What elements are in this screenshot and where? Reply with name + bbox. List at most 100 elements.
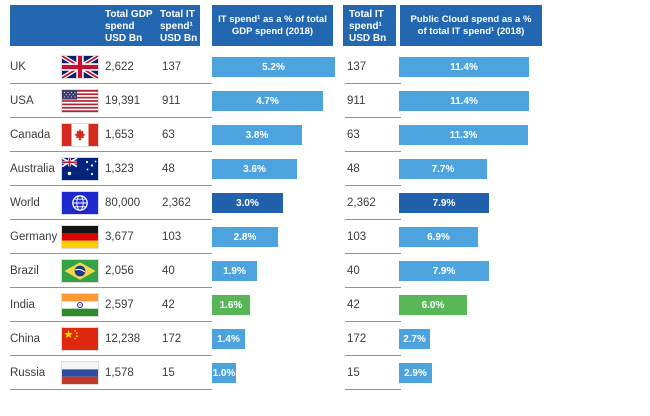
it-pct-bar-label: 3.0% bbox=[236, 197, 259, 209]
table-row: Canada 1,653 63 3.8% 63 11.3% bbox=[0, 118, 650, 152]
table-row: China 12,238 172 1.4% 172 2.7% bbox=[0, 322, 650, 356]
it-pct-bar-label: 1.4% bbox=[217, 333, 240, 345]
col-header-cloud-pct-of-it: Public Cloud spend as a % of total IT sp… bbox=[400, 5, 542, 46]
gdp-spend-value: 12,238 bbox=[105, 333, 141, 345]
col-header-it-pct-of-gdp: IT spend¹ as a % of total GDP spend (201… bbox=[212, 5, 333, 46]
cloud-pct-bar: 2.7% bbox=[399, 329, 430, 349]
it-pct-bar-label: 5.2% bbox=[262, 61, 285, 73]
row-separator-left bbox=[10, 253, 212, 254]
cloud-pct-bar-label: 11.4% bbox=[450, 61, 478, 73]
cloud-pct-bar: 6.9% bbox=[399, 227, 478, 247]
it-pct-bar: 2.8% bbox=[212, 227, 278, 247]
flag-russia-icon bbox=[62, 362, 98, 384]
it-pct-bar-label: 1.9% bbox=[223, 265, 246, 277]
it-spend-value: 42 bbox=[162, 299, 175, 311]
cloud-pct-bar: 2.9% bbox=[399, 363, 432, 383]
gdp-spend-value: 1,653 bbox=[105, 129, 134, 141]
it-pct-bar-label: 1.0% bbox=[212, 367, 236, 379]
cloud-pct-bar-label: 6.0% bbox=[421, 299, 445, 311]
country-label: Germany bbox=[10, 231, 58, 243]
country-label: India bbox=[10, 299, 35, 311]
it-pct-bar-label: 1.6% bbox=[219, 299, 243, 311]
cloud-pct-bar-label: 7.7% bbox=[431, 163, 455, 175]
table-row: Russia 1,578 15 1.0% 15 2.9% bbox=[0, 356, 650, 390]
cloud-pct-bar-label: 2.9% bbox=[404, 367, 427, 379]
cloud-pct-bar-label: 7.9% bbox=[432, 265, 456, 277]
table-row: India 2,597 42 1.6% 42 6.0% bbox=[0, 288, 650, 322]
cloud-pct-bar-label: 7.9% bbox=[432, 197, 456, 209]
row-separator-left bbox=[10, 355, 212, 356]
country-label: Canada bbox=[10, 129, 51, 141]
gdp-spend-value: 2,597 bbox=[105, 299, 134, 311]
row-separator-right bbox=[345, 287, 401, 288]
country-label: World bbox=[10, 197, 40, 209]
cloud-pct-bar-label: 11.3% bbox=[449, 129, 478, 141]
it-spend-value-2: 63 bbox=[347, 129, 360, 141]
col-header-total-it-spend-2: Total IT spend¹ USD Bn bbox=[343, 5, 396, 46]
row-separator-left bbox=[10, 219, 212, 220]
cloud-pct-bar: 7.9% bbox=[399, 261, 489, 281]
it-spend-value: 103 bbox=[162, 231, 182, 243]
it-pct-bar: 5.2% bbox=[212, 57, 335, 77]
cloud-pct-bar: 7.9% bbox=[399, 193, 489, 213]
row-separator-right bbox=[345, 321, 401, 322]
it-pct-bar-label: 2.8% bbox=[233, 231, 257, 243]
table-row: Australia 1,323 48 3.6% 48 7.7% bbox=[0, 152, 650, 186]
row-separator-left bbox=[10, 287, 212, 288]
flag-china-icon bbox=[62, 328, 98, 350]
it-pct-bar-label: 4.7% bbox=[256, 95, 279, 107]
table-row: UK 2,622 137 5.2% 137 11.4% bbox=[0, 50, 650, 84]
it-spend-value: 2,362 bbox=[162, 197, 191, 209]
flag-usa-icon bbox=[62, 90, 98, 112]
cloud-pct-bar-label: 2.7% bbox=[403, 333, 426, 345]
table-row: World 80,000 2,362 3.0% 2,362 7.9% bbox=[0, 186, 650, 220]
country-label: China bbox=[10, 333, 41, 345]
table-row: USA 19,391 911 4.7% 911 11.4% bbox=[0, 84, 650, 118]
flag-canada-icon bbox=[62, 124, 98, 146]
row-separator-left bbox=[10, 151, 212, 152]
country-label: UK bbox=[10, 61, 26, 73]
cloud-pct-bar: 7.7% bbox=[399, 159, 487, 179]
row-separator-left bbox=[10, 117, 212, 118]
it-pct-bar: 3.0% bbox=[212, 193, 283, 213]
table-body: UK 2,622 137 5.2% 137 11.4% USA 19,391 911 4.7% 91… bbox=[0, 50, 650, 390]
it-spend-value: 15 bbox=[162, 367, 175, 379]
it-spend-value-2: 137 bbox=[347, 61, 367, 73]
it-pct-bar: 1.4% bbox=[212, 329, 245, 349]
row-separator-right bbox=[345, 117, 401, 118]
it-spend-value-2: 103 bbox=[347, 231, 367, 243]
cloud-pct-bar-label: 6.9% bbox=[427, 231, 450, 243]
row-separator-left bbox=[10, 83, 212, 84]
cloud-pct-bar: 11.3% bbox=[399, 125, 528, 145]
gdp-spend-value: 2,056 bbox=[105, 265, 134, 277]
row-separator-left bbox=[10, 389, 212, 390]
it-spend-value-2: 172 bbox=[347, 333, 367, 345]
row-separator-right bbox=[345, 219, 401, 220]
it-spend-value: 40 bbox=[162, 265, 175, 277]
it-spend-value: 63 bbox=[162, 129, 175, 141]
table-row: Brazil 2,056 40 1.9% 40 7.9% bbox=[0, 254, 650, 288]
country-label: Australia bbox=[10, 163, 55, 175]
cloud-pct-bar-label: 11.4% bbox=[450, 95, 478, 107]
flag-brazil-icon bbox=[62, 260, 98, 282]
row-separator-right bbox=[345, 355, 401, 356]
it-spend-value-2: 42 bbox=[347, 299, 360, 311]
col-header-total-it-spend: Total IT spend¹ USD Bn bbox=[160, 9, 198, 45]
cloud-pct-bar: 6.0% bbox=[399, 295, 467, 315]
it-spend-value: 48 bbox=[162, 163, 175, 175]
it-spend-value-2: 40 bbox=[347, 265, 360, 277]
it-spend-value-2: 48 bbox=[347, 163, 360, 175]
it-spend-value-2: 911 bbox=[347, 95, 366, 107]
country-label: Brazil bbox=[10, 265, 39, 277]
it-spend-value: 911 bbox=[162, 95, 181, 107]
it-pct-bar-label: 3.6% bbox=[243, 163, 266, 175]
country-label: Russia bbox=[10, 367, 46, 379]
it-pct-bar: 1.0% bbox=[212, 363, 236, 383]
gdp-spend-value: 1,323 bbox=[105, 163, 134, 175]
gdp-spend-value: 3,677 bbox=[105, 231, 134, 243]
it-pct-bar: 4.7% bbox=[212, 91, 323, 111]
it-pct-bar-label: 3.8% bbox=[245, 129, 269, 141]
flag-world-icon bbox=[62, 192, 98, 214]
gdp-spend-value: 19,391 bbox=[105, 95, 141, 107]
